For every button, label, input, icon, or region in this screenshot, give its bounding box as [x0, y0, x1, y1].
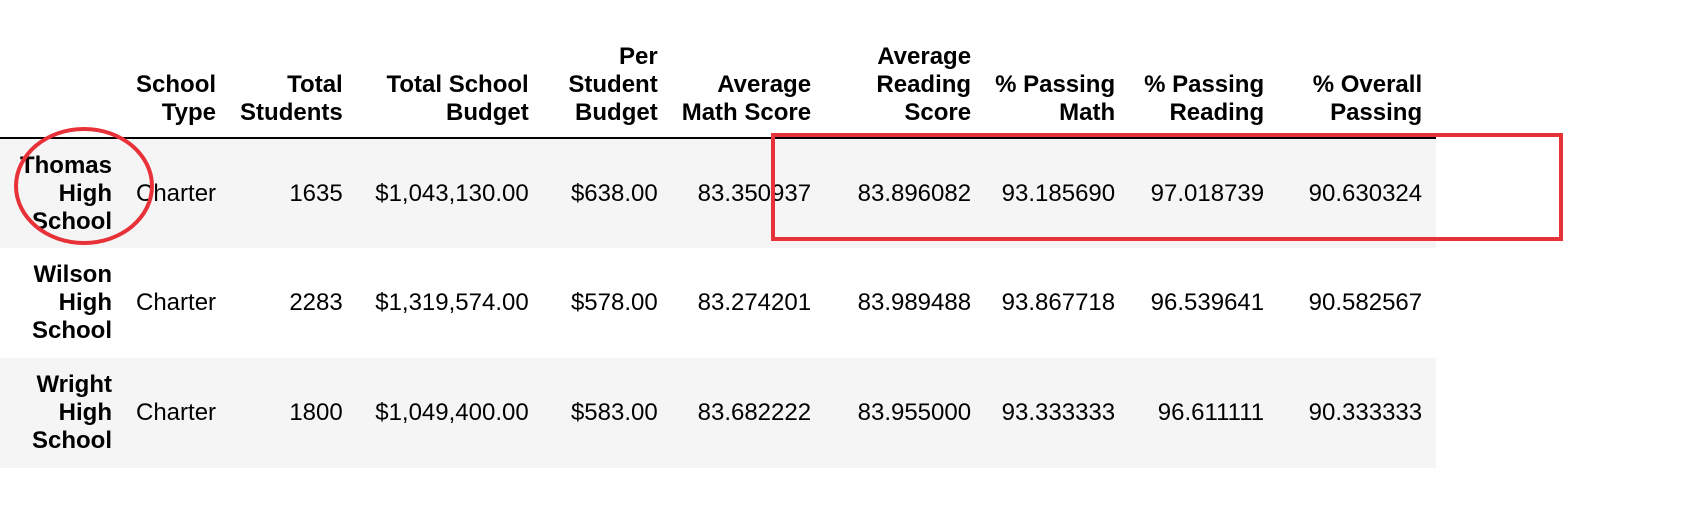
school-name-line: School	[31, 207, 112, 235]
header-line: Student	[568, 71, 658, 98]
header-pct-passing-math: % Passing Math	[985, 26, 1130, 139]
cell-school-type: Charter	[136, 179, 217, 207]
cell-per-student-budget: $583.00	[570, 399, 658, 426]
header-row: School Type Total Students Total School …	[0, 26, 1437, 139]
header-total-school-budget: Total School Budget	[356, 26, 543, 139]
cell-pct-overall-passing: 90.582567	[1308, 289, 1423, 316]
header-line: Students	[240, 99, 343, 126]
school-name-line: School	[31, 317, 112, 344]
cell-pct-passing-math: 93.185690	[1001, 179, 1116, 207]
header-line: Type	[161, 99, 217, 126]
header-line: School	[136, 71, 217, 98]
school-name-line: High	[58, 289, 112, 316]
table-row: Wilson High School Charter 2283 $1,319,5…	[0, 248, 1437, 358]
header-line: Average	[877, 43, 972, 70]
cell-average-math-score: 83.682222	[697, 399, 812, 426]
header-line: % Passing	[995, 71, 1116, 98]
header-line: Reading	[876, 71, 972, 98]
cell-average-math-score: 83.274201	[697, 289, 812, 316]
header-line: Reading	[1169, 99, 1265, 126]
cell-total-school-budget: $1,043,130.00	[375, 179, 529, 207]
school-name-line: High	[58, 179, 112, 207]
cell-pct-overall-passing: 90.333333	[1308, 399, 1423, 426]
cell-average-reading-score: 83.955000	[857, 399, 972, 426]
cell-pct-passing-math: 93.333333	[1001, 399, 1116, 426]
table-header: School Type Total Students Total School …	[0, 26, 1437, 139]
cell-average-reading-score: 83.896082	[857, 179, 972, 207]
header-line: Average	[717, 71, 812, 98]
school-name-line: Wright	[36, 371, 112, 398]
header-total-students: Total Students	[230, 26, 357, 139]
cell-school-type: Charter	[136, 289, 217, 316]
header-line: Math Score	[681, 99, 812, 126]
cell-total-school-budget: $1,049,400.00	[375, 399, 529, 426]
header-line: Per	[619, 43, 658, 70]
header-line: Budget	[575, 99, 658, 126]
cell-pct-passing-reading: 96.539641	[1150, 289, 1265, 316]
header-line: Passing	[1330, 99, 1423, 126]
header-average-math-score: Average Math Score	[671, 26, 826, 139]
cell-average-reading-score: 83.989488	[857, 289, 972, 316]
cell-per-student-budget: $638.00	[570, 179, 658, 207]
cell-total-students: 1800	[289, 399, 343, 426]
school-name-line: School	[31, 427, 112, 454]
row-index-school-name: Wright High School	[0, 358, 126, 468]
header-school-type: School Type	[126, 26, 231, 139]
cell-total-school-budget: $1,319,574.00	[375, 289, 529, 316]
header-line: % Overall	[1312, 71, 1423, 98]
header-line: Total	[287, 71, 343, 98]
cell-total-students: 2283	[289, 289, 343, 316]
table-row: Thomas High School Charter 1635 $1,043,1…	[0, 138, 1437, 248]
header-line: % Passing	[1144, 71, 1265, 98]
header-per-student-budget: Per Student Budget	[542, 26, 672, 139]
header-line: Total School	[386, 71, 529, 98]
school-summary-table: School Type Total Students Total School …	[0, 26, 1437, 468]
school-name-line: Wilson	[33, 261, 112, 288]
header-line: Budget	[446, 99, 529, 126]
table-row: Wright High School Charter 1800 $1,049,4…	[0, 358, 1437, 468]
cell-per-student-budget: $578.00	[570, 289, 658, 316]
header-pct-passing-reading: % Passing Reading	[1129, 26, 1279, 139]
cell-average-math-score: 83.350937	[697, 179, 812, 207]
table-body: Thomas High School Charter 1635 $1,043,1…	[0, 138, 1437, 468]
header-pct-overall-passing: % Overall Passing	[1278, 26, 1437, 139]
row-index-school-name: Thomas High School	[0, 138, 126, 248]
cell-total-students: 1635	[289, 179, 343, 207]
cell-school-type: Charter	[136, 399, 217, 426]
row-index-school-name: Wilson High School	[0, 248, 126, 358]
school-name-line: Thomas	[19, 151, 112, 179]
cell-pct-passing-reading: 97.018739	[1150, 179, 1265, 207]
header-average-reading-score: Average Reading Score	[825, 26, 986, 139]
school-name-line: High	[58, 399, 112, 426]
cell-pct-passing-math: 93.867718	[1001, 289, 1116, 316]
header-index	[0, 26, 126, 139]
header-line: Score	[904, 99, 972, 126]
cell-pct-overall-passing: 90.630324	[1308, 179, 1423, 207]
header-line: Math	[1059, 99, 1116, 126]
cell-pct-passing-reading: 96.611111	[1157, 399, 1265, 426]
